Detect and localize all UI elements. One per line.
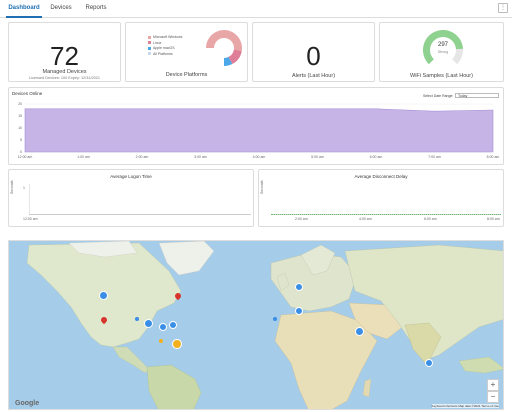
x-tick-label: 12:00 am xyxy=(18,155,33,159)
tab-bar: Dashboard Devices Reports ⋮ xyxy=(0,0,512,18)
license-info: Licensed Devices: 100 Expiry: 12/31/2021 xyxy=(29,76,100,80)
legend-item-all: All Platforms xyxy=(148,52,182,58)
disconnect-series-line xyxy=(271,214,501,215)
managed-devices-count: 72 xyxy=(50,41,79,71)
device-marker[interactable] xyxy=(273,317,277,321)
map-attribution[interactable]: Keyboard shortcuts Map data ©2021 Terms … xyxy=(431,404,499,408)
x-tick-label: 8:00 am xyxy=(487,155,500,159)
expand-icon[interactable]: ⋮ xyxy=(498,3,508,13)
device-platforms-caption: Device Platforms xyxy=(165,72,208,78)
wifi-value: 297 xyxy=(437,42,448,48)
donut-slice[interactable] xyxy=(206,30,242,51)
device-cluster-marker[interactable] xyxy=(295,307,303,315)
legend-item-macos: Apple macOS xyxy=(148,46,182,52)
x-tick-label: 6:00 am xyxy=(370,155,383,159)
disconnect-xtick: 2:00 am xyxy=(295,217,308,221)
legend-label: All Platforms xyxy=(153,51,173,56)
platforms-donut-chart xyxy=(206,30,242,66)
device-platforms-card: Microsoft Windows Linux Apple macOS All … xyxy=(125,22,248,82)
warning-marker[interactable] xyxy=(159,339,163,343)
x-tick-label: 2:00 am xyxy=(136,155,149,159)
tab-dashboard[interactable]: Dashboard xyxy=(6,0,42,18)
donut-slice[interactable] xyxy=(228,49,242,65)
disconnect-ylabel: Seconds xyxy=(260,180,264,194)
managed-devices-caption: Managed Devices xyxy=(42,69,87,75)
legend-label: Apple macOS xyxy=(153,46,175,50)
legend-swatch xyxy=(148,41,151,45)
device-marker[interactable] xyxy=(135,317,139,321)
y-tick-label: 0 xyxy=(20,150,22,154)
disconnect-xtick: 8:00 am xyxy=(487,217,500,221)
legend-item-windows: Microsoft Windows xyxy=(148,35,182,41)
logon-ytick: 1 xyxy=(23,186,25,190)
warning-cluster-marker[interactable] xyxy=(172,339,182,349)
devices-online-chart: 20 15 10 5 012:00 am 1:00 am 2:00 am 3:00 am 4:0… xyxy=(18,102,500,159)
wifi-caption: WiFi Samples (Last Hour) xyxy=(410,73,473,79)
device-cluster-marker[interactable] xyxy=(144,319,153,328)
alerts-caption: Alerts (Last Hour) xyxy=(291,73,336,79)
y-tick-label: 20 xyxy=(18,102,22,106)
legend-item-linux: Linux xyxy=(148,41,182,47)
logon-time-title: Average Logon Time xyxy=(110,174,152,179)
logon-ylabel: Seconds xyxy=(10,180,14,194)
y-tick-label: 5 xyxy=(20,138,22,142)
device-cluster-marker[interactable] xyxy=(99,291,108,300)
wifi-strength: Strong xyxy=(437,50,449,54)
tab-reports[interactable]: Reports xyxy=(85,5,107,11)
zoom-out-button[interactable]: − xyxy=(487,391,499,403)
zoom-in-button[interactable]: + xyxy=(487,379,499,391)
x-tick-label: 7:00 am xyxy=(428,155,441,159)
disconnect-xtick: 4:00 am xyxy=(359,217,372,221)
x-tick-label: 4:00 am xyxy=(253,155,266,159)
legend-swatch xyxy=(148,52,151,56)
legend-label: Linux xyxy=(153,40,162,45)
x-tick-label: 1:00 am xyxy=(77,155,90,159)
date-range-label: Select Date Range: xyxy=(423,94,454,98)
disconnect-delay-title: Average Disconnect Delay xyxy=(354,174,408,179)
date-range-select[interactable]: Today xyxy=(455,93,499,98)
logon-x-axis xyxy=(29,214,251,215)
wifi-gauge xyxy=(423,29,463,65)
tab-devices[interactable]: Devices xyxy=(50,5,72,11)
logon-y-axis xyxy=(29,184,30,214)
y-tick-label: 10 xyxy=(18,126,22,130)
wifi-card: 297 Strong WiFi Samples (Last Hour) xyxy=(379,22,504,82)
device-map[interactable]: + − Google Keyboard shortcuts Map data ©… xyxy=(8,240,504,410)
donut-slice[interactable] xyxy=(224,56,233,66)
world-map-land xyxy=(26,241,503,409)
logon-time-panel: Average Logon Time Seconds 1 12:00 am xyxy=(8,169,254,227)
y-tick-label: 15 xyxy=(18,114,22,118)
devices-online-area xyxy=(24,108,494,153)
devices-online-title: Devices Online xyxy=(12,91,43,96)
alerts-card: 0 Alerts (Last Hour) xyxy=(252,22,375,82)
legend-swatch xyxy=(148,35,151,39)
google-logo: Google xyxy=(15,400,40,407)
devices-online-panel: Devices Online Select Date Range: Today … xyxy=(8,87,504,165)
device-cluster-marker[interactable] xyxy=(159,323,167,331)
device-cluster-marker[interactable] xyxy=(295,283,303,291)
device-cluster-marker[interactable] xyxy=(425,359,433,367)
legend-swatch xyxy=(148,46,151,50)
x-tick-label: 5:00 am xyxy=(311,155,324,159)
disconnect-xtick: 6:00 am xyxy=(424,217,437,221)
alerts-count: 0 xyxy=(306,41,321,71)
x-tick-label: 3:00 am xyxy=(194,155,207,159)
legend-label: Microsoft Windows xyxy=(153,35,183,39)
logon-xtick: 12:00 am xyxy=(23,217,38,221)
device-cluster-marker[interactable] xyxy=(355,327,364,336)
device-cluster-marker[interactable] xyxy=(169,321,177,329)
platforms-legend: Microsoft Windows Linux Apple macOS All … xyxy=(148,35,182,57)
gauge-fill xyxy=(423,29,463,65)
disconnect-delay-panel: Average Disconnect Delay Seconds 2:00 am… xyxy=(258,169,504,227)
managed-devices-card: 72 Managed Devices Licensed Devices: 100… xyxy=(8,22,121,82)
